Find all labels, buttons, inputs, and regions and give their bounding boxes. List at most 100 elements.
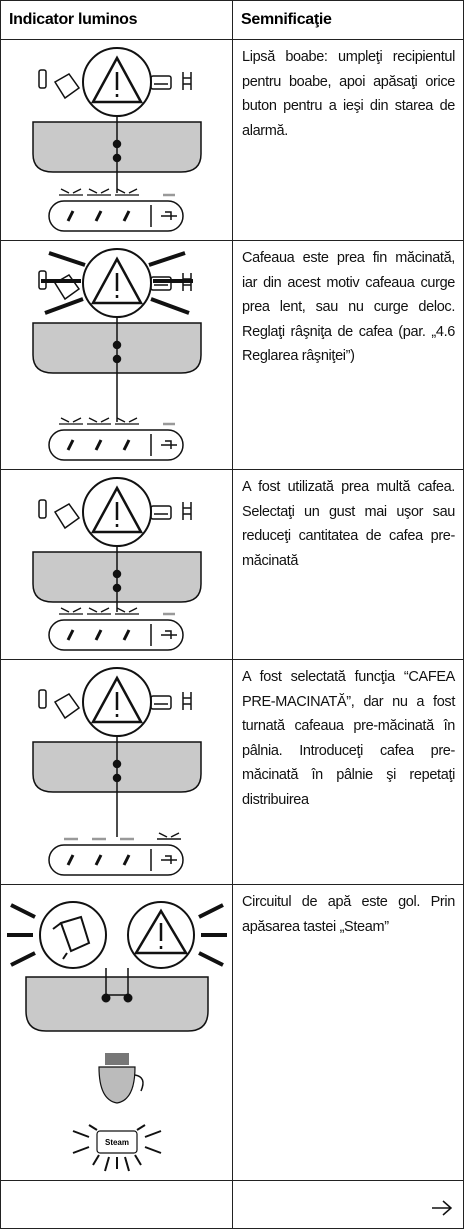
icon-shape — [112, 354, 122, 364]
icon-shape — [115, 188, 139, 196]
icon-shape — [182, 692, 192, 710]
icon-shape — [94, 854, 103, 866]
icon-shape — [7, 903, 227, 967]
text-cell: Circuitul de apă este gol. Prin apăsarea… — [232, 884, 464, 1181]
icon-shape — [94, 210, 103, 222]
icon-shape — [98, 1066, 136, 1104]
icon-shape — [112, 340, 122, 350]
icon-shape — [161, 855, 177, 864]
icon-shape — [48, 200, 184, 232]
icon-shape — [90, 256, 144, 305]
icon-shape — [87, 417, 111, 425]
icon-shape — [115, 417, 139, 425]
icon-shape — [66, 210, 75, 222]
icon-shape — [39, 901, 107, 969]
row: A fost utilizată prea multă cafea. Selec… — [0, 469, 464, 660]
icon-shape — [48, 429, 184, 461]
icon-shape — [150, 276, 172, 291]
steam-label: Steam — [105, 1138, 129, 1147]
icon-shape — [53, 274, 81, 301]
icon-shape — [66, 629, 75, 641]
icon-shape — [115, 607, 139, 615]
row — [0, 1180, 464, 1229]
icon-shape — [122, 439, 131, 451]
icon-shape — [112, 139, 122, 149]
icon-shape — [112, 569, 122, 579]
icon-shape — [112, 759, 122, 769]
arrow-cell — [232, 1180, 464, 1229]
icon-shape — [122, 210, 131, 222]
icon-cell — [0, 659, 233, 885]
icon-shape — [133, 908, 189, 955]
icon-shape — [182, 72, 192, 90]
text-cell: A fost utilizată prea multă cafea. Selec… — [232, 469, 464, 660]
icon-shape — [157, 832, 181, 840]
icon-shape — [90, 55, 144, 104]
icon-shape — [48, 619, 184, 651]
icon-cell — [0, 39, 233, 241]
icon — [32, 477, 202, 651]
text-cell: Cafeaua este prea fin măcinată, iar din … — [232, 240, 464, 470]
row: Steam Circuitul de apă este gol. Prin ap… — [0, 884, 464, 1181]
icon-shape — [38, 689, 47, 709]
icon-shape — [72, 1124, 162, 1172]
icon-shape — [66, 439, 75, 451]
icon-shape — [53, 693, 81, 720]
icon-shape — [87, 188, 111, 196]
icon-shape — [25, 976, 209, 1032]
icon — [32, 667, 202, 876]
icon-shape — [105, 1053, 129, 1065]
row: Cafeaua este prea fin măcinată, iar din … — [0, 240, 464, 470]
icon-shape — [66, 854, 75, 866]
icon-shape — [32, 47, 202, 232]
next-arrow — [432, 1200, 453, 1216]
row: Lipsă boabe: umpleţi recipientul pentru … — [0, 39, 464, 241]
row: A fost selectată funcţia “CAFEA PRE-MACI… — [0, 659, 464, 885]
icon-shape — [123, 993, 133, 1003]
icon-cell — [0, 469, 233, 660]
icon-shape — [52, 915, 91, 960]
header-row: Indicator luminos Semnificaţie — [0, 0, 464, 40]
icon-shape — [161, 630, 177, 639]
icon-shape — [122, 629, 131, 641]
icon-shape — [122, 854, 131, 866]
icon-shape — [87, 607, 111, 615]
icon-shape — [32, 667, 202, 876]
icon-cell — [0, 240, 233, 470]
empty-cell — [0, 1180, 233, 1229]
header-cell: Semnificaţie — [232, 0, 464, 40]
icon-cell: Steam — [0, 884, 233, 1181]
icon-shape — [150, 505, 172, 520]
icon-shape — [112, 773, 122, 783]
icon-shape — [32, 248, 202, 461]
icon-shape — [7, 901, 227, 1172]
icon-shape — [105, 968, 129, 996]
icon-shape — [134, 1074, 144, 1092]
icon-shape — [182, 502, 192, 520]
icon-shape — [112, 583, 122, 593]
icon-shape — [48, 844, 184, 876]
icon-shape — [150, 695, 172, 710]
icon: Steam — [7, 901, 227, 1172]
icon-shape — [53, 503, 81, 530]
icon-shape — [161, 440, 177, 449]
icon-shape — [96, 1130, 138, 1154]
icon-shape — [59, 188, 83, 196]
icon-shape — [38, 270, 47, 290]
icon-shape — [432, 1200, 453, 1216]
icon — [32, 47, 202, 232]
icon-shape — [59, 607, 83, 615]
text-cell: A fost selectată funcţia “CAFEA PRE-MACI… — [232, 659, 464, 885]
icon-shape — [94, 629, 103, 641]
icon-shape — [112, 153, 122, 163]
icon-shape — [150, 75, 172, 90]
icon — [32, 248, 202, 461]
icon-shape — [161, 211, 177, 220]
icon-shape — [90, 675, 144, 724]
icon-shape — [38, 499, 47, 519]
icon-shape — [94, 439, 103, 451]
icon-shape — [101, 993, 111, 1003]
icon-shape — [182, 273, 192, 291]
